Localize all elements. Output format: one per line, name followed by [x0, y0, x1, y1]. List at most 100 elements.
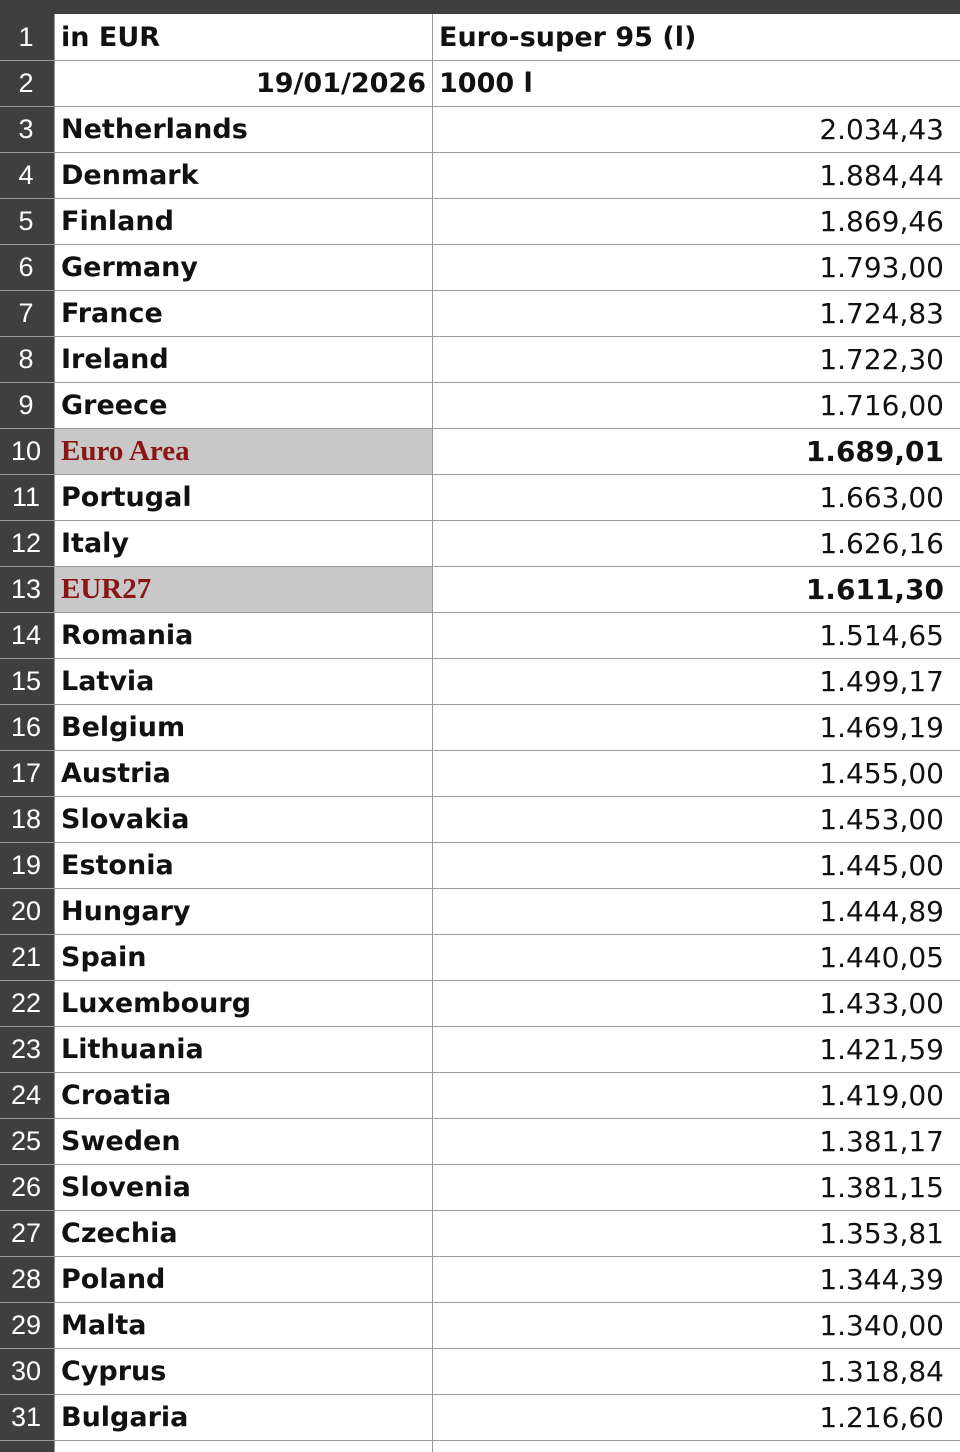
sheet-row: 3 Netherlands 2.034,43: [0, 107, 960, 153]
row-number[interactable]: 6: [18, 252, 34, 282]
cell[interactable]: Austria: [61, 758, 171, 789]
cell[interactable]: 1.469,19: [819, 711, 944, 744]
cell[interactable]: Italy: [61, 528, 130, 559]
cell[interactable]: Luxembourg: [61, 988, 252, 1019]
cell[interactable]: 1.421,59: [819, 1033, 944, 1066]
cell[interactable]: EUR27: [55, 567, 432, 612]
cell[interactable]: Spain: [61, 942, 147, 973]
row-number[interactable]: 24: [10, 1080, 42, 1110]
cell[interactable]: 19/01/2026: [255, 68, 426, 99]
sheet-row: 15 Latvia 1.499,17: [0, 659, 960, 705]
row-number[interactable]: 26: [10, 1172, 42, 1202]
cell[interactable]: 1000 l: [439, 68, 533, 99]
row-number[interactable]: 11: [11, 482, 41, 512]
row-number[interactable]: 1: [18, 22, 34, 52]
cell[interactable]: France: [61, 298, 163, 329]
sheet-row: 7 France 1.724,83: [0, 291, 960, 337]
row-number[interactable]: 5: [18, 206, 34, 236]
cell[interactable]: Slovakia: [61, 804, 190, 835]
cell[interactable]: Hungary: [61, 896, 191, 927]
cell[interactable]: 1.716,00: [819, 389, 944, 422]
cell[interactable]: Belgium: [61, 712, 186, 743]
cell[interactable]: Poland: [61, 1264, 166, 1295]
row-number[interactable]: 4: [18, 160, 34, 190]
row-number[interactable]: 31: [10, 1402, 42, 1432]
row-number[interactable]: 14: [10, 620, 42, 650]
cell[interactable]: 1.689,01: [805, 435, 944, 468]
cell[interactable]: Cyprus: [61, 1356, 167, 1387]
cell[interactable]: Latvia: [61, 666, 155, 697]
cell[interactable]: 1.419,00: [819, 1079, 944, 1112]
cell[interactable]: 1.611,30: [805, 573, 944, 606]
cell[interactable]: 1.722,30: [819, 343, 944, 376]
row-number[interactable]: 20: [10, 896, 42, 926]
row-number[interactable]: 10: [10, 436, 42, 466]
cell[interactable]: 1.793,00: [819, 251, 944, 284]
row-number[interactable]: 19: [10, 850, 42, 880]
cell[interactable]: 1.663,00: [819, 481, 944, 514]
row-number[interactable]: 23: [10, 1034, 42, 1064]
row-number[interactable]: 9: [18, 390, 34, 420]
cell[interactable]: Sweden: [61, 1126, 181, 1157]
cell[interactable]: 1.514,65: [819, 619, 944, 652]
cell[interactable]: Slovenia: [61, 1172, 191, 1203]
row-number[interactable]: 25: [10, 1126, 42, 1156]
cell[interactable]: 1.884,44: [819, 159, 944, 192]
cell[interactable]: 1.216,60: [819, 1401, 944, 1434]
cell[interactable]: 1.445,00: [819, 849, 944, 882]
cell[interactable]: 1.381,15: [819, 1171, 944, 1204]
cell[interactable]: Portugal: [61, 482, 192, 513]
cell[interactable]: Germany: [61, 252, 198, 283]
row-number[interactable]: 15: [10, 666, 42, 696]
row-number[interactable]: 12: [10, 528, 42, 558]
cell[interactable]: 1.381,17: [819, 1125, 944, 1158]
row-number[interactable]: 28: [10, 1264, 42, 1294]
cell[interactable]: 1.344,39: [819, 1263, 944, 1296]
cell[interactable]: 1.444,89: [819, 895, 944, 928]
sheet-row: 23 Lithuania 1.421,59: [0, 1027, 960, 1073]
cell[interactable]: Ireland: [61, 344, 169, 375]
cell[interactable]: Denmark: [61, 160, 199, 191]
cell[interactable]: 1.869,46: [819, 205, 944, 238]
cell[interactable]: 1.353,81: [819, 1217, 944, 1250]
row-number[interactable]: 17: [10, 758, 42, 788]
cell[interactable]: Malta: [61, 1310, 147, 1341]
cell[interactable]: Czechia: [61, 1218, 178, 1249]
cell[interactable]: Lithuania: [61, 1034, 204, 1065]
cell[interactable]: 1.440,05: [819, 941, 944, 974]
cell[interactable]: Estonia: [61, 850, 174, 881]
cell[interactable]: Netherlands: [61, 114, 248, 145]
row-number[interactable]: 16: [10, 712, 42, 742]
row-number[interactable]: 3: [18, 114, 34, 144]
row-number[interactable]: 7: [18, 298, 34, 328]
sheet-row: 22 Luxembourg 1.433,00: [0, 981, 960, 1027]
cell[interactable]: Croatia: [61, 1080, 172, 1111]
cell[interactable]: 1.626,16: [819, 527, 944, 560]
cell[interactable]: in EUR: [61, 22, 161, 53]
cell[interactable]: Euro Area: [55, 429, 432, 474]
sheet-row: 30 Cyprus 1.318,84: [0, 1349, 960, 1395]
row-number[interactable]: 21: [10, 942, 42, 972]
row-number[interactable]: 13: [10, 574, 42, 604]
cell[interactable]: 1.318,84: [819, 1355, 944, 1388]
row-number[interactable]: 2: [18, 68, 34, 98]
cell[interactable]: 1.455,00: [819, 757, 944, 790]
sheet-row: 11 Portugal 1.663,00: [0, 475, 960, 521]
cell[interactable]: 1.340,00: [819, 1309, 944, 1342]
cell[interactable]: Romania: [61, 620, 194, 651]
row-number[interactable]: 22: [10, 988, 42, 1018]
cell[interactable]: Euro-super 95 (l): [439, 22, 697, 53]
cell[interactable]: Bulgaria: [61, 1402, 189, 1433]
row-number[interactable]: 18: [10, 804, 42, 834]
cell[interactable]: Finland: [61, 206, 174, 237]
row-number[interactable]: 27: [10, 1218, 42, 1248]
cell[interactable]: 1.724,83: [819, 297, 944, 330]
cell[interactable]: 2.034,43: [819, 113, 944, 146]
row-number[interactable]: 8: [18, 344, 34, 374]
row-number[interactable]: 29: [10, 1310, 42, 1340]
row-number[interactable]: 30: [10, 1356, 42, 1386]
cell[interactable]: 1.433,00: [819, 987, 944, 1020]
cell[interactable]: 1.453,00: [819, 803, 944, 836]
cell[interactable]: 1.499,17: [819, 665, 944, 698]
cell[interactable]: Greece: [61, 390, 168, 421]
